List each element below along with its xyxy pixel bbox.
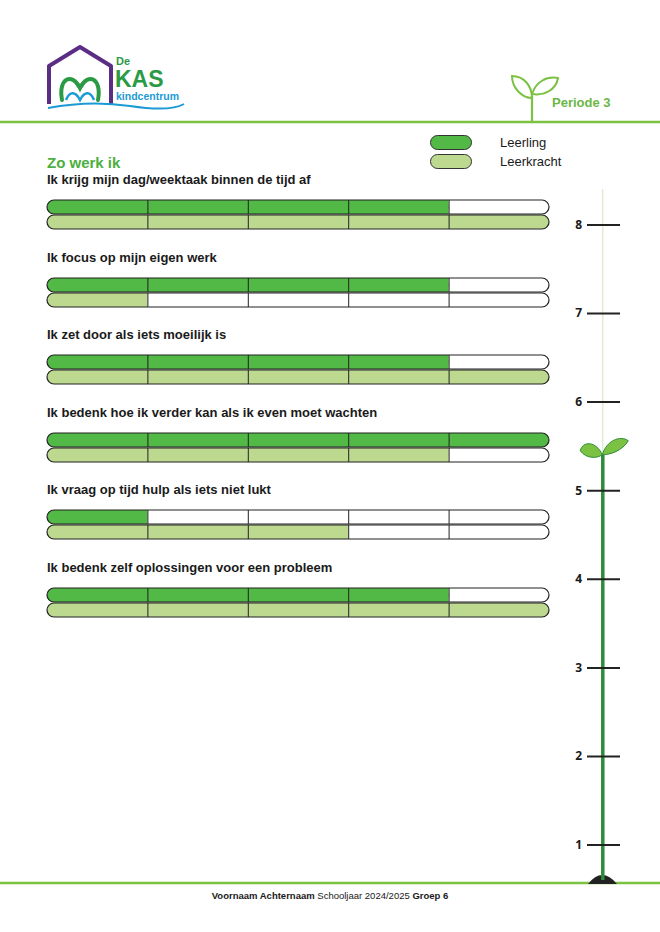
svg-text:5: 5 — [575, 482, 582, 499]
svg-text:kindcentrum: kindcentrum — [116, 90, 179, 102]
html-text:Periode 3: Periode 3 — [552, 95, 611, 110]
svg-text:6: 6 — [575, 393, 582, 410]
html-text:Voornaam Achternaam Schooljaar: Voornaam Achternaam Schooljaar 2024/2025… — [211, 890, 449, 901]
svg-text:2: 2 — [575, 747, 582, 764]
svg-text:1: 1 — [575, 836, 582, 853]
html-text:Leerkracht: Leerkracht — [500, 154, 562, 169]
svg-text:De: De — [116, 55, 131, 67]
svg-text:KAS: KAS — [115, 66, 164, 92]
html-text:Ik focus op mijn eigen werk: Ik focus op mijn eigen werk — [47, 249, 217, 265]
svg-text:4: 4 — [575, 570, 582, 587]
svg-text:8: 8 — [575, 216, 582, 233]
html-text:Leerling: Leerling — [500, 135, 547, 150]
html-text:Ik zet door als iets moeilijk: Ik zet door als iets moeilijk is — [47, 327, 227, 343]
html-text:Ik bedenk zelf oplossingen voo: Ik bedenk zelf oplossingen voor een prob… — [47, 560, 333, 575]
html-text:Zo werk ik: Zo werk ik — [47, 154, 121, 171]
html-text:Ik krijg mijn dag/weektaak bin: Ik krijg mijn dag/weektaak binnen de tij… — [47, 172, 311, 187]
svg-text:7: 7 — [575, 304, 582, 321]
html-text:Ik vraag op tijd hulp als iets: Ik vraag op tijd hulp als iets niet lukt — [47, 482, 271, 498]
svg-text:3: 3 — [575, 659, 582, 676]
html-text:Ik bedenk hoe ik verder kan al: Ik bedenk hoe ik verder kan als ik even … — [47, 404, 378, 420]
